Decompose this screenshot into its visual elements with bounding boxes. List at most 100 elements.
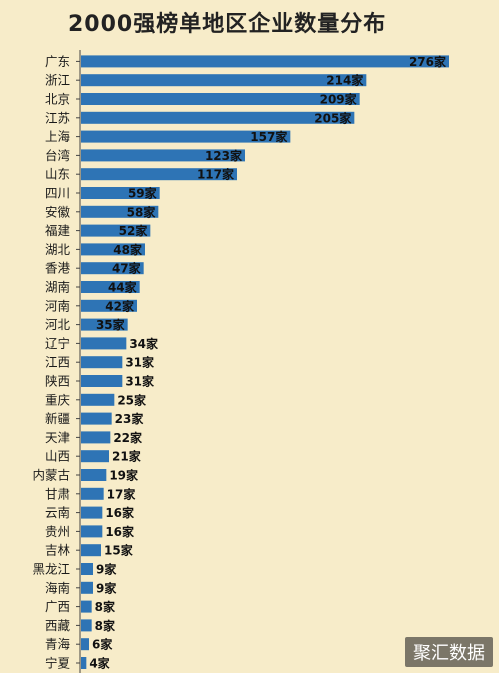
bar — [81, 281, 140, 293]
data-label: 157家 — [250, 129, 288, 144]
category-label: 河南 — [45, 298, 70, 313]
data-label: 59家 — [128, 186, 158, 201]
category-label: 江苏 — [45, 110, 70, 125]
category-label: 上海 — [45, 129, 71, 144]
bar — [81, 431, 111, 444]
data-label: 31家 — [125, 355, 155, 370]
category-label: 陕西 — [45, 374, 70, 389]
data-label: 58家 — [127, 204, 157, 219]
category-label: 广东 — [45, 54, 70, 69]
bar — [81, 657, 87, 669]
category-label: 吉林 — [45, 543, 71, 558]
category-label: 山西 — [45, 449, 70, 464]
bar — [81, 205, 159, 218]
category-label: 安徽 — [45, 204, 71, 219]
category-label: 河北 — [45, 317, 71, 332]
bar — [81, 563, 93, 575]
bar — [81, 111, 355, 124]
category-label: 广西 — [45, 599, 70, 614]
category-label: 云南 — [45, 505, 70, 520]
bar — [81, 187, 160, 199]
category-label: 重庆 — [45, 392, 71, 407]
data-label: 44家 — [108, 280, 138, 295]
category-label: 海南 — [45, 580, 70, 595]
bar — [81, 469, 107, 481]
category-label: 浙江 — [45, 73, 70, 88]
data-label: 15家 — [104, 543, 134, 558]
data-label: 9家 — [96, 580, 117, 595]
category-label: 甘肃 — [45, 486, 70, 501]
data-label: 21家 — [112, 449, 142, 464]
data-label: 52家 — [119, 223, 149, 238]
bar — [81, 600, 92, 613]
bar — [81, 544, 101, 557]
data-label: 22家 — [113, 430, 143, 445]
bar — [81, 412, 112, 425]
bar — [81, 93, 360, 105]
category-label: 福建 — [45, 223, 71, 238]
category-label: 香港 — [45, 261, 71, 276]
bar — [81, 506, 103, 519]
category-label: 天津 — [45, 430, 70, 445]
data-label: 34家 — [129, 336, 159, 351]
data-label: 17家 — [107, 486, 137, 501]
category-label: 新疆 — [45, 411, 70, 426]
data-label: 35家 — [96, 317, 126, 332]
bar — [81, 55, 449, 68]
category-label: 黑龙江 — [32, 562, 70, 577]
data-label: 9家 — [96, 562, 117, 577]
data-label: 23家 — [115, 411, 145, 426]
bar — [81, 525, 103, 538]
category-label: 北京 — [45, 92, 70, 107]
data-label: 4家 — [89, 656, 110, 671]
data-label: 25家 — [117, 392, 147, 407]
bar — [81, 299, 137, 312]
category-label: 辽宁 — [45, 336, 70, 351]
bar — [81, 356, 123, 369]
data-label: 117家 — [197, 167, 235, 182]
data-label: 276家 — [409, 54, 447, 69]
category-label: 西藏 — [45, 618, 71, 633]
bar — [81, 168, 237, 181]
bar — [81, 130, 291, 143]
data-label: 8家 — [95, 618, 116, 633]
data-label: 6家 — [92, 637, 113, 652]
chart-title: 2000强榜单地区企业数量分布 — [68, 12, 387, 37]
data-label: 214家 — [326, 73, 364, 88]
bar — [81, 450, 109, 463]
bar — [81, 318, 128, 331]
category-label: 内蒙古 — [32, 468, 70, 483]
data-label: 31家 — [125, 374, 155, 389]
data-label: 16家 — [105, 524, 135, 539]
data-label: 19家 — [109, 468, 139, 483]
bar — [81, 262, 144, 275]
bar — [81, 149, 245, 162]
bar — [81, 581, 93, 594]
data-label: 16家 — [105, 505, 135, 520]
bar — [81, 487, 104, 500]
data-label: 123家 — [205, 148, 243, 163]
bar — [81, 393, 115, 406]
category-label: 湖北 — [45, 242, 71, 257]
data-label: 205家 — [314, 110, 352, 125]
bar — [81, 337, 127, 350]
category-label: 山东 — [45, 167, 70, 182]
data-label: 8家 — [95, 599, 116, 614]
category-label: 贵州 — [45, 524, 70, 539]
watermark-logo: 聚汇数据 — [405, 637, 493, 667]
data-label: 209家 — [320, 92, 358, 107]
category-label: 湖南 — [45, 280, 70, 295]
category-label: 青海 — [45, 637, 71, 652]
bar — [81, 375, 123, 387]
data-label: 48家 — [113, 242, 143, 257]
bar — [81, 243, 145, 256]
bar — [81, 224, 151, 237]
data-label: 42家 — [105, 298, 135, 313]
bar — [81, 638, 89, 651]
category-label: 台湾 — [45, 148, 70, 163]
data-label: 47家 — [112, 261, 142, 276]
category-label: 四川 — [45, 186, 70, 201]
bar — [81, 74, 367, 87]
